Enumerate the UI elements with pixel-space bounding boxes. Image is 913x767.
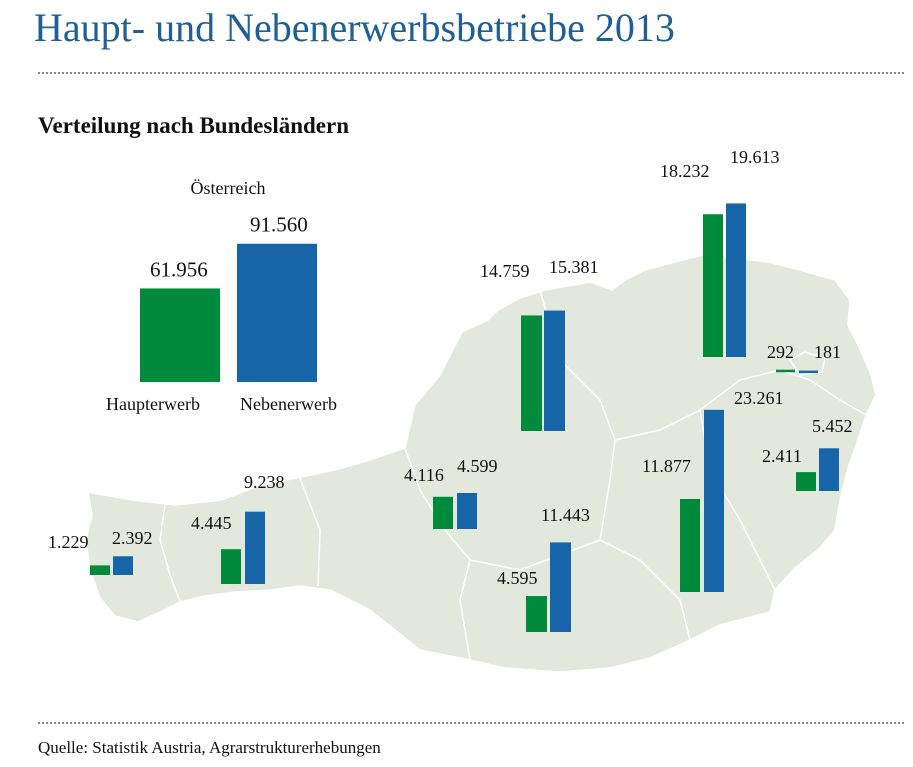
salzburg-nebenerwerb-bar bbox=[457, 492, 477, 529]
chart-subtitle: Verteilung nach Bundesländern bbox=[38, 113, 349, 138]
vorarlberg-nebenerwerb-value: 2.392 bbox=[112, 528, 153, 548]
wien-haupterwerb-bar bbox=[776, 369, 795, 373]
steiermark-haupterwerb-value: 11.877 bbox=[642, 456, 691, 476]
tirol-haupterwerb-bar bbox=[221, 549, 241, 584]
top-divider bbox=[38, 72, 904, 74]
kaernten-nebenerwerb-value: 11.443 bbox=[541, 505, 590, 525]
chart-bars: 61.956 91.560 1.229 2.392 4.445 9.238 4.116 4.5… bbox=[48, 147, 853, 632]
austria-outline bbox=[85, 254, 877, 673]
niederoesterreich-nebenerwerb-value: 19.613 bbox=[730, 147, 780, 167]
wien-nebenerwerb-bar bbox=[799, 370, 818, 374]
bottom-divider bbox=[38, 722, 904, 724]
burgenland-haupterwerb-value: 2.411 bbox=[762, 446, 802, 466]
burgenland-haupterwerb-bar bbox=[796, 472, 816, 491]
steiermark-nebenerwerb-bar bbox=[704, 409, 724, 592]
source-note: Quelle: Statistik Austria, Agrarstruktur… bbox=[38, 738, 381, 757]
vorarlberg-haupterwerb-value: 1.229 bbox=[48, 532, 89, 552]
kaernten-nebenerwerb-bar bbox=[550, 542, 571, 632]
oberoesterreich-nebenerwerb-value: 15.381 bbox=[549, 257, 599, 277]
map-base bbox=[85, 254, 877, 673]
kaernten-haupterwerb-bar bbox=[526, 596, 547, 632]
kaernten-haupterwerb-value: 4.595 bbox=[497, 568, 538, 588]
national-haupterwerb-value: 61.956 bbox=[150, 257, 208, 281]
wien-nebenerwerb-value: 181 bbox=[814, 342, 841, 362]
burgenland-nebenerwerb-value: 5.452 bbox=[812, 416, 853, 436]
oberoesterreich-haupterwerb-value: 14.759 bbox=[480, 261, 530, 281]
legend-haupterwerb-label: Haupterwerb bbox=[106, 394, 200, 414]
salzburg-haupterwerb-value: 4.116 bbox=[404, 465, 444, 485]
national-nebenerwerb-bar bbox=[237, 243, 317, 382]
national-haupterwerb-bar bbox=[140, 288, 220, 382]
tirol-nebenerwerb-bar bbox=[245, 511, 265, 584]
oberoesterreich-nebenerwerb-bar bbox=[544, 310, 565, 431]
wien-haupterwerb-value: 292 bbox=[767, 342, 794, 362]
tirol-nebenerwerb-value: 9.238 bbox=[244, 472, 285, 492]
steiermark-nebenerwerb-value: 23.261 bbox=[734, 388, 784, 408]
oberoesterreich-haupterwerb-bar bbox=[521, 315, 542, 431]
niederoesterreich-nebenerwerb-bar bbox=[726, 203, 746, 357]
niederoesterreich-haupterwerb-value: 18.232 bbox=[660, 161, 710, 181]
national-label: Österreich bbox=[191, 178, 266, 198]
burgenland-nebenerwerb-bar bbox=[819, 448, 839, 491]
legend-nebenerwerb-label: Nebenerwerb bbox=[240, 394, 337, 414]
steiermark-haupterwerb-bar bbox=[680, 499, 700, 592]
niederoesterreich-haupterwerb-bar bbox=[703, 214, 723, 357]
salzburg-haupterwerb-bar bbox=[433, 496, 453, 529]
vorarlberg-haupterwerb-bar bbox=[90, 565, 110, 575]
salzburg-nebenerwerb-value: 4.599 bbox=[457, 456, 498, 476]
vorarlberg-nebenerwerb-bar bbox=[113, 556, 133, 575]
national-nebenerwerb-value: 91.560 bbox=[250, 213, 308, 237]
tirol-haupterwerb-value: 4.445 bbox=[191, 513, 232, 533]
page-title: Haupt- und Nebenerwerbsbetriebe 2013 bbox=[34, 5, 675, 50]
